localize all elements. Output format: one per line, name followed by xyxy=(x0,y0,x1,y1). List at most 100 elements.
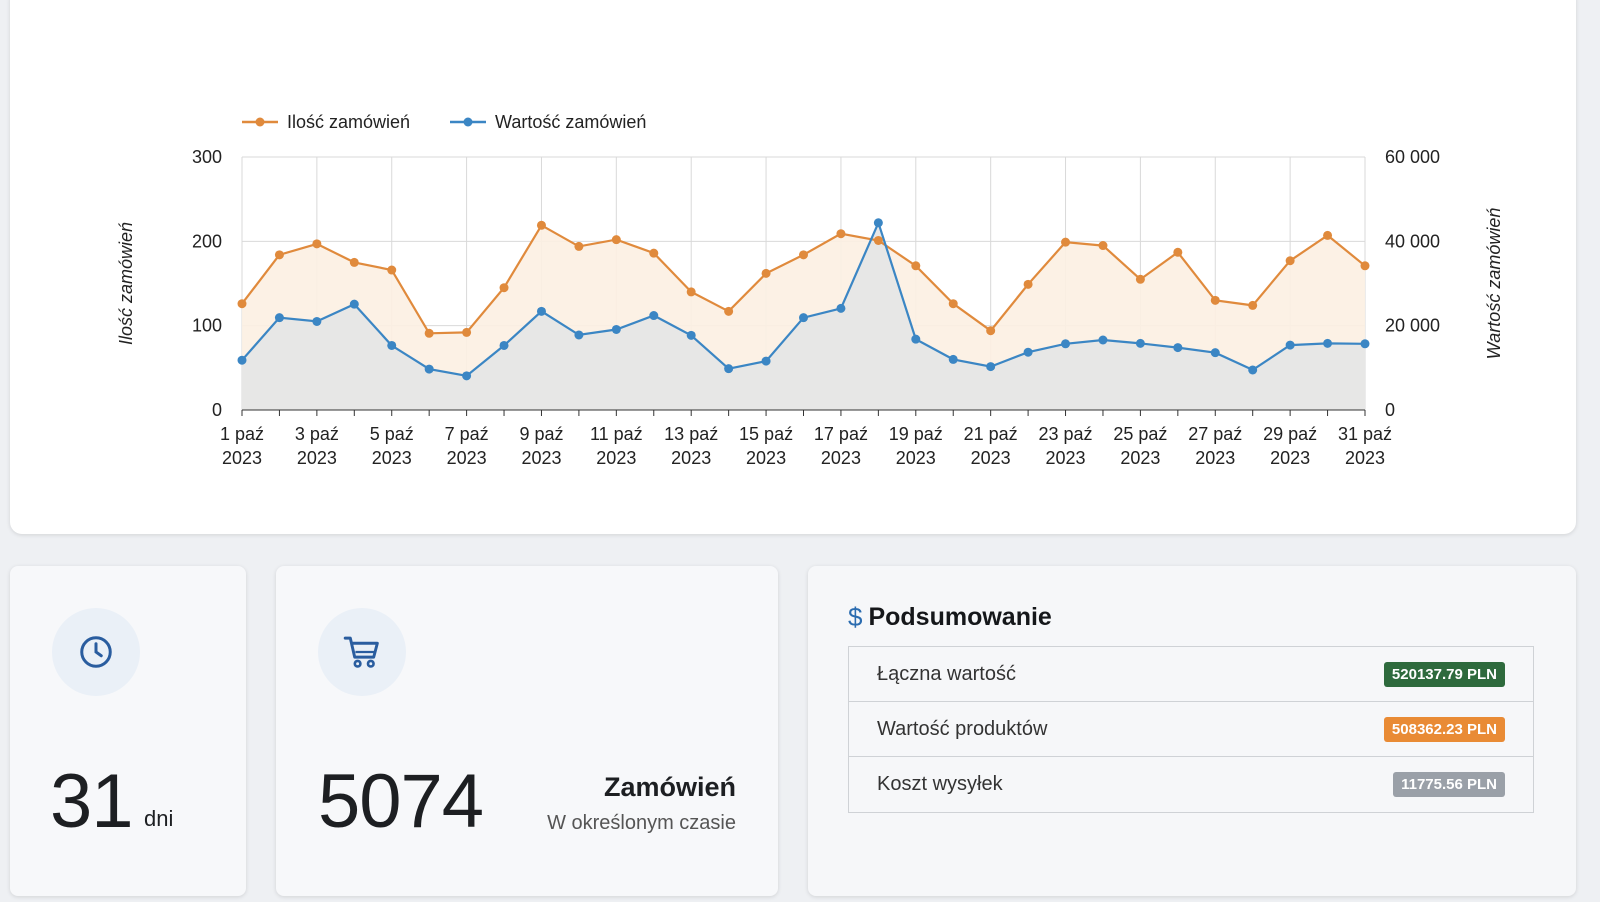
x-tick-label: 2023 xyxy=(1345,448,1385,468)
point-wartosc xyxy=(462,371,472,381)
point-ilosc xyxy=(686,287,696,297)
days-count: 31 xyxy=(50,759,134,844)
x-tick-label: 27 paź xyxy=(1188,424,1242,444)
x-tick-label: 2023 xyxy=(447,448,487,468)
point-wartosc xyxy=(799,313,808,323)
point-wartosc xyxy=(274,313,284,323)
x-tick-label: 17 paź xyxy=(814,424,868,444)
point-ilosc xyxy=(387,265,397,275)
summary-label: Wartość produktów xyxy=(877,717,1048,740)
point-wartosc xyxy=(761,356,771,366)
clock-icon-circle xyxy=(52,608,140,696)
point-ilosc xyxy=(574,241,584,251)
days-unit: dni xyxy=(144,806,174,831)
point-ilosc xyxy=(1173,247,1183,257)
x-tick-label: 2023 xyxy=(746,448,786,468)
x-tick-label: 2023 xyxy=(1195,448,1235,468)
cart-icon xyxy=(343,636,379,668)
summary-table: Łączna wartość 520137.79 PLN Wartość pro… xyxy=(848,646,1534,813)
summary-row-total: Łączna wartość 520137.79 PLN xyxy=(849,647,1533,702)
x-tick-label: 13 paź xyxy=(664,424,718,444)
point-wartosc xyxy=(873,218,883,228)
y-axis-title-left: Ilość zamówień xyxy=(116,222,136,345)
summary-card: $ Podsumowanie Łączna wartość 520137.79 … xyxy=(808,566,1576,896)
x-tick-label: 31 paź xyxy=(1338,424,1392,444)
area-wartosc xyxy=(242,222,1365,410)
point-wartosc xyxy=(1323,338,1333,348)
point-ilosc xyxy=(911,261,921,271)
point-wartosc xyxy=(1061,339,1071,349)
point-wartosc xyxy=(349,299,359,309)
point-wartosc xyxy=(499,340,509,350)
x-tick-label: 2023 xyxy=(222,448,262,468)
point-wartosc xyxy=(536,306,546,316)
summary-value-badge: 11775.56 PLN xyxy=(1393,772,1505,797)
summary-label: Koszt wysyłek xyxy=(877,773,1003,795)
y-tick-label-left: 300 xyxy=(192,147,222,167)
point-wartosc xyxy=(424,364,434,374)
point-wartosc xyxy=(312,316,322,326)
legend-label-wartosc: Wartość zamówień xyxy=(495,112,646,132)
point-wartosc xyxy=(911,334,921,344)
point-ilosc xyxy=(499,283,509,293)
clock-icon xyxy=(80,636,112,668)
y-tick-label-left: 100 xyxy=(192,316,222,336)
point-wartosc xyxy=(1285,340,1295,350)
x-tick-label: 9 paź xyxy=(519,424,563,444)
point-ilosc xyxy=(873,235,883,245)
x-tick-label: 3 paź xyxy=(295,424,339,444)
point-ilosc xyxy=(1061,237,1071,247)
x-tick-label: 2023 xyxy=(1046,448,1086,468)
dollar-icon: $ xyxy=(848,602,863,632)
legend-marker-wartosc xyxy=(463,117,473,127)
x-tick-label: 1 paź xyxy=(220,424,264,444)
y-tick-label-left: 200 xyxy=(192,231,222,251)
summary-value-badge: 520137.79 PLN xyxy=(1383,661,1505,687)
point-ilosc xyxy=(649,248,659,258)
legend-label-ilosc: Ilość zamówień xyxy=(287,112,410,132)
orders-card: 5074 Zamówień W określonym czasie xyxy=(276,566,778,896)
x-tick-label: 2023 xyxy=(372,448,412,468)
orders-count: 5074 xyxy=(318,759,484,844)
point-wartosc xyxy=(237,355,247,365)
point-ilosc xyxy=(312,239,322,249)
point-ilosc xyxy=(1360,261,1370,271)
summary-title: Podsumowanie xyxy=(868,603,1052,631)
point-ilosc xyxy=(462,327,472,337)
x-tick-label: 2023 xyxy=(1120,448,1160,468)
point-wartosc xyxy=(1098,335,1108,345)
x-tick-label: 5 paź xyxy=(370,424,414,444)
point-ilosc xyxy=(761,268,771,278)
point-wartosc xyxy=(1135,338,1145,348)
point-ilosc xyxy=(799,250,808,260)
x-tick-label: 15 paź xyxy=(739,424,793,444)
point-wartosc xyxy=(1173,343,1183,353)
point-ilosc xyxy=(1248,300,1258,310)
point-ilosc xyxy=(1023,279,1033,289)
summary-header: $ Podsumowanie xyxy=(848,602,1052,633)
point-ilosc xyxy=(1135,274,1145,284)
point-ilosc xyxy=(1210,295,1220,305)
point-ilosc xyxy=(536,220,546,230)
point-wartosc xyxy=(387,340,397,350)
point-ilosc xyxy=(1098,241,1108,251)
x-tick-label: 2023 xyxy=(821,448,861,468)
point-wartosc xyxy=(1023,347,1033,357)
orders-title: Zamówień xyxy=(603,772,736,802)
summary-value-badge: 508362.23 PLN xyxy=(1383,716,1505,742)
summary-row-products: Wartość produktów 508362.23 PLN xyxy=(849,702,1533,757)
summary-label: Łączna wartość xyxy=(877,662,1016,685)
x-tick-label: 2023 xyxy=(896,448,936,468)
point-ilosc xyxy=(611,235,621,245)
point-ilosc xyxy=(1323,230,1333,240)
y-tick-label-right: 40 000 xyxy=(1385,231,1440,251)
x-tick-label: 29 paź xyxy=(1263,424,1317,444)
x-tick-label: 2023 xyxy=(671,448,711,468)
y-tick-label-left: 0 xyxy=(212,400,222,420)
point-ilosc xyxy=(724,306,734,316)
point-ilosc xyxy=(836,229,846,239)
point-wartosc xyxy=(986,362,996,372)
point-wartosc xyxy=(574,330,584,340)
bottom-strip xyxy=(0,902,1600,916)
x-tick-label: 19 paź xyxy=(889,424,943,444)
